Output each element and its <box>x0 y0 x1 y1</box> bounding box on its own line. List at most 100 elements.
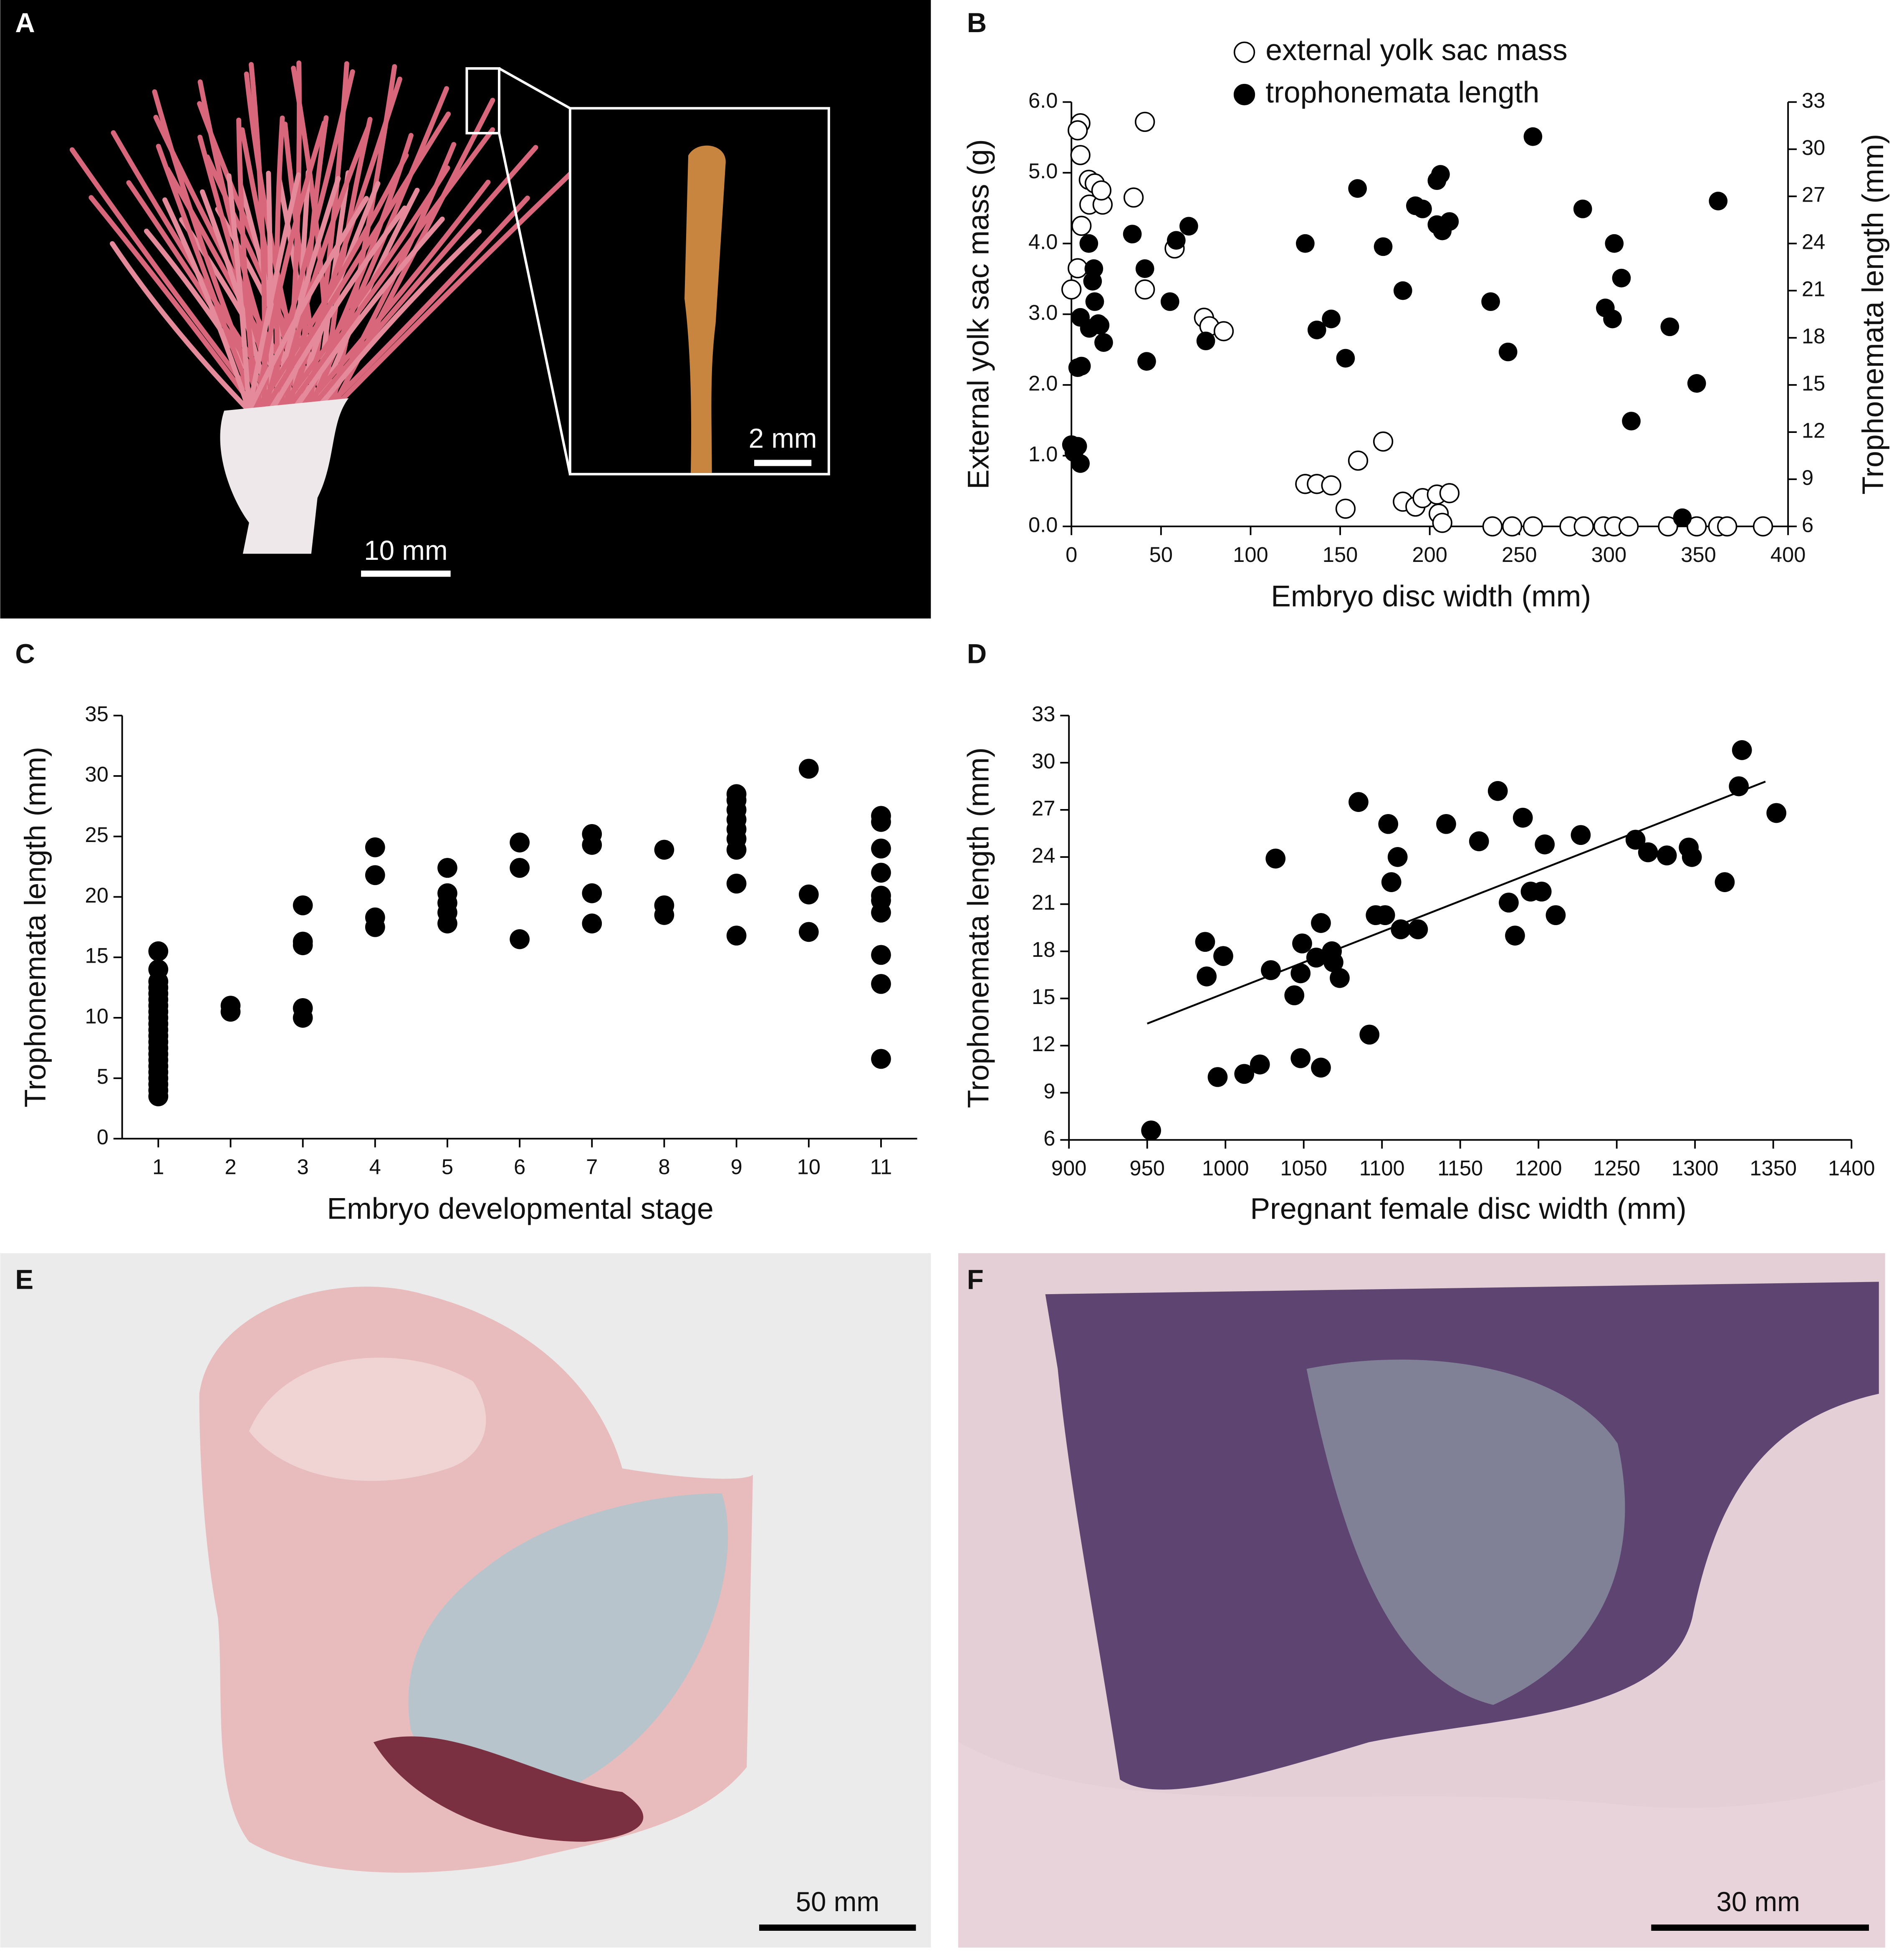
point <box>1375 905 1395 926</box>
point <box>1091 180 1112 201</box>
point <box>726 784 747 804</box>
y2-tick-label: 18 <box>1802 324 1825 348</box>
point <box>1284 985 1305 1006</box>
point <box>1250 1054 1270 1075</box>
point <box>1573 200 1592 218</box>
point <box>1336 349 1355 368</box>
point <box>1625 830 1646 850</box>
panel-label: F <box>967 1265 984 1295</box>
x-tick-label: 1150 <box>1437 1156 1483 1180</box>
point <box>871 862 891 883</box>
tentacle <box>291 216 445 413</box>
point <box>1523 516 1543 537</box>
x-tick-label: 6 <box>514 1155 525 1179</box>
point <box>365 907 385 928</box>
y-axis-label: External yolk sac mass (g) <box>962 139 995 489</box>
x-tick-label: 1350 <box>1750 1156 1797 1180</box>
x-tick-label: 1250 <box>1593 1156 1640 1180</box>
x-tick-label: 10 <box>797 1155 821 1179</box>
y-tick-label: 15 <box>85 944 109 968</box>
y-tick-label: 30 <box>1032 749 1055 773</box>
x-tick-label: 50 <box>1149 543 1173 567</box>
point <box>1427 171 1447 190</box>
y-tick-label: 5 <box>97 1065 109 1088</box>
point <box>1359 1024 1380 1045</box>
legend-marker <box>1233 83 1255 106</box>
point <box>1752 516 1773 537</box>
x-axis-label: Pregnant female disc width (mm) <box>1250 1192 1687 1225</box>
point <box>1070 145 1091 165</box>
y-tick-label: 18 <box>1032 938 1055 961</box>
x-tick-label: 100 <box>1233 543 1268 567</box>
x-tick-label: 1400 <box>1828 1156 1875 1180</box>
tentacle <box>313 229 482 413</box>
point <box>871 1049 891 1069</box>
point <box>1373 431 1394 452</box>
x-tick-label: 7 <box>586 1155 598 1179</box>
point <box>1321 475 1341 496</box>
point <box>1573 516 1594 537</box>
x-tick-label: 2 <box>225 1155 236 1179</box>
point <box>1061 279 1082 300</box>
x-tick-label: 1200 <box>1515 1156 1562 1180</box>
x-tick-label: 300 <box>1591 543 1627 567</box>
trend-line <box>1146 781 1766 1025</box>
point <box>1068 358 1087 377</box>
point <box>148 941 169 961</box>
point <box>1732 740 1752 760</box>
point <box>1391 919 1411 939</box>
point <box>1481 292 1500 311</box>
tentacle <box>254 153 409 413</box>
point <box>293 931 313 952</box>
y-axis-label: Trophonemata length (mm) <box>962 747 995 1108</box>
point <box>1535 834 1555 855</box>
point <box>1135 111 1155 132</box>
point <box>1378 814 1399 834</box>
point <box>1195 932 1215 952</box>
tentacle <box>226 173 252 413</box>
tentacle <box>261 111 451 413</box>
point <box>1715 872 1735 892</box>
y-tick-label: 30 <box>85 762 109 786</box>
panel-label: C <box>15 638 35 669</box>
point <box>220 996 241 1016</box>
y-tick-label: 9 <box>1043 1079 1055 1103</box>
y-tick-label: 6.0 <box>1028 89 1058 112</box>
point <box>1505 926 1525 946</box>
y-tick-label: 35 <box>85 702 109 726</box>
point <box>1123 187 1144 208</box>
point <box>1307 320 1326 339</box>
point <box>1290 963 1311 984</box>
tentacle <box>328 164 580 413</box>
point <box>1673 508 1692 527</box>
point <box>582 913 602 933</box>
x-tick-label: 9 <box>731 1155 742 1179</box>
point <box>1265 848 1286 869</box>
y-tick-label: 12 <box>1032 1032 1055 1056</box>
point <box>1311 1057 1331 1078</box>
scale-label: 50 mm <box>796 1887 879 1917</box>
point <box>510 858 530 878</box>
y-tick-label: 20 <box>85 883 109 907</box>
point <box>871 945 891 965</box>
y2-axis-label: Trophonemata length (mm) <box>1856 134 1890 495</box>
tentacle <box>246 196 369 413</box>
point <box>1213 946 1233 966</box>
panel-label: B <box>967 8 987 38</box>
y-axis-label: Trophonemata length (mm) <box>19 747 52 1108</box>
legend-marker <box>1233 41 1255 63</box>
y2-tick-label: 33 <box>1802 89 1825 112</box>
point <box>1487 781 1508 801</box>
point <box>1682 847 1702 867</box>
tentacle <box>246 172 301 413</box>
point <box>1440 212 1459 231</box>
tentacle <box>321 195 530 413</box>
point <box>1687 516 1707 537</box>
tentacle <box>162 197 252 413</box>
point <box>1439 483 1460 503</box>
point <box>1213 321 1234 341</box>
y-tick-label: 4.0 <box>1028 230 1058 254</box>
point <box>1295 234 1315 253</box>
y2-tick-label: 27 <box>1802 183 1825 207</box>
